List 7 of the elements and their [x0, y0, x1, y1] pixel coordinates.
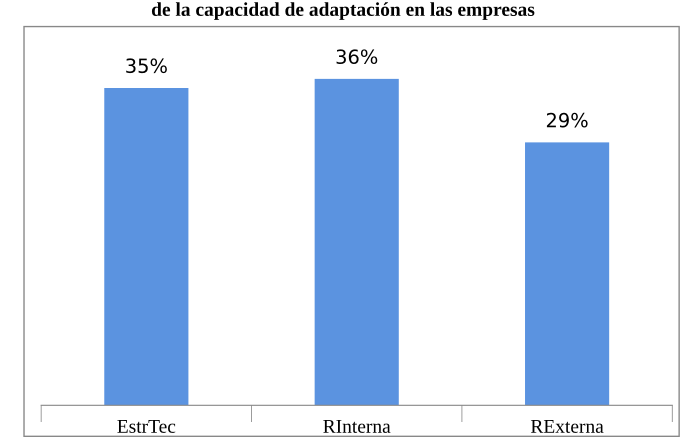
- chart-title: de la capacidad de adaptación en las empresas: [152, 2, 534, 20]
- x-tick-label: EstrTec: [117, 420, 176, 433]
- x-tick-label: RInterna: [323, 420, 390, 433]
- x-tick-label: RExterna: [530, 420, 604, 433]
- data-label: 36%: [336, 49, 378, 64]
- data-label: 35%: [126, 58, 167, 74]
- data-label: 29%: [546, 112, 588, 128]
